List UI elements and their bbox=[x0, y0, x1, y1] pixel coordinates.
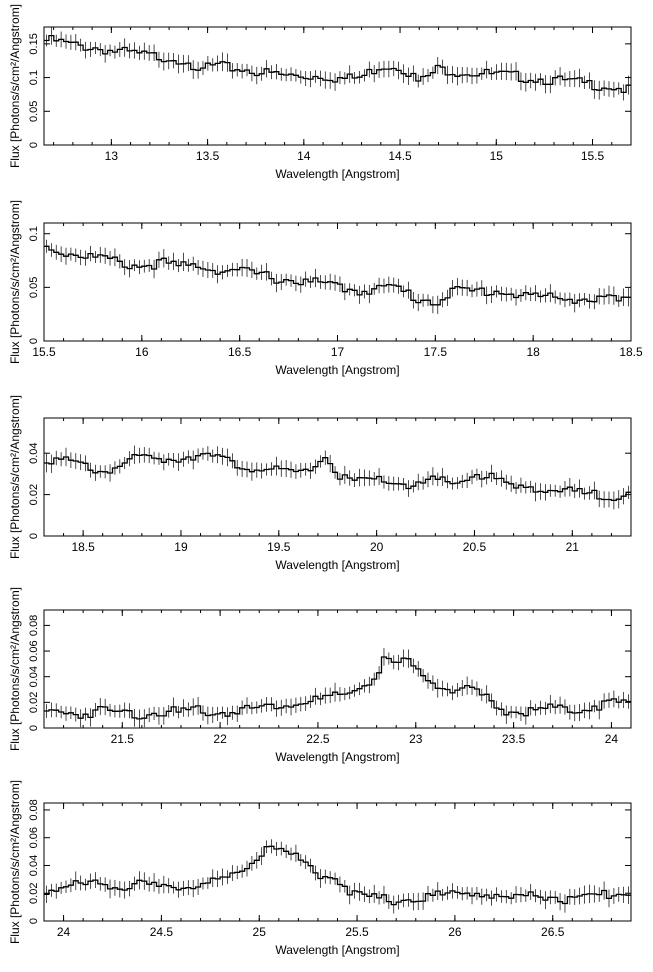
y-axis-label: Flux [Photons/s/cm²/Angstrom] bbox=[8, 395, 22, 559]
flux-series-line bbox=[44, 34, 631, 94]
y-tick-label: 0.02 bbox=[28, 692, 40, 713]
x-tick-label: 13.5 bbox=[196, 149, 220, 163]
x-tick-label: 24.5 bbox=[150, 925, 174, 939]
panel-2: 15.5 16 16.5 17 17.5 18 18.5 0 0.05 0.1 Wavelength… bbox=[8, 200, 643, 377]
y-tick-label: 0 bbox=[28, 918, 40, 924]
x-tick-label: 19 bbox=[174, 540, 188, 554]
flux-series-line bbox=[44, 452, 631, 502]
y-tick-label: 0.04 bbox=[28, 666, 40, 687]
x-tick-label: 15.5 bbox=[581, 149, 605, 163]
x-tick-label: 25 bbox=[253, 925, 267, 939]
x-axis-label: Wavelength [Angstrom] bbox=[275, 363, 399, 377]
panel-1: 13 13.5 14 14.5 15 15.5 0 0.05 0.1 0.15 Wavelength… bbox=[8, 4, 632, 181]
y-tick-label: 0.04 bbox=[28, 442, 40, 463]
y-tick-label: 0.1 bbox=[28, 70, 40, 85]
panel-5: 24 24.5 25 25.5 26 26.5 0 0.02 0.04 0.06 0.08 Wavel… bbox=[8, 780, 632, 957]
y-tick-label: 0 bbox=[28, 142, 40, 148]
y-axis-label: Flux [Photons/s/cm²/Angstrom] bbox=[8, 780, 22, 944]
x-tick-label: 25.5 bbox=[345, 925, 369, 939]
y-tick-label: 0 bbox=[28, 725, 40, 731]
y-tick-label: 0.15 bbox=[28, 33, 40, 54]
x-axis-label: Wavelength [Angstrom] bbox=[275, 558, 399, 572]
x-tick-label: 21 bbox=[566, 540, 580, 554]
x-tick-label: 24 bbox=[57, 925, 71, 939]
y-tick-label: 0.02 bbox=[28, 484, 40, 505]
y-tick-label: 0.08 bbox=[28, 799, 40, 820]
y-tick-label: 0.05 bbox=[28, 101, 40, 122]
y-tick-label: 0.05 bbox=[28, 277, 40, 298]
plot-frame bbox=[43, 26, 632, 146]
plot-frame bbox=[43, 802, 632, 922]
x-tick-label: 14 bbox=[297, 149, 311, 163]
x-tick-label: 18.5 bbox=[71, 540, 95, 554]
x-tick-label: 18 bbox=[526, 345, 540, 359]
x-tick-label: 13 bbox=[105, 149, 119, 163]
x-axis-label: Wavelength [Angstrom] bbox=[275, 167, 399, 181]
y-tick-label: 0.08 bbox=[28, 615, 40, 636]
x-tick-label: 21.5 bbox=[111, 732, 135, 746]
y-axis-label: Flux [Photons/s/cm²/Angstrom] bbox=[8, 587, 22, 751]
y-tick-label: 0.1 bbox=[28, 226, 40, 241]
x-tick-label: 24 bbox=[605, 732, 619, 746]
plot-frame bbox=[43, 222, 632, 342]
flux-series-line bbox=[44, 245, 631, 306]
x-tick-label: 16 bbox=[135, 345, 149, 359]
x-tick-label: 15.5 bbox=[32, 345, 56, 359]
panel-3: 18.5 19 19.5 20 20.5 21 0 0.02 0.04 Wavelength [A… bbox=[8, 395, 632, 572]
x-axis-label: Wavelength [Angstrom] bbox=[275, 943, 399, 957]
x-tick-label: 20.5 bbox=[463, 540, 487, 554]
x-tick-label: 15 bbox=[490, 149, 504, 163]
y-axis-label: Flux [Photons/s/cm²/Angstrom] bbox=[8, 200, 22, 364]
y-tick-label: 0.06 bbox=[28, 827, 40, 848]
y-tick-label: 0.02 bbox=[28, 883, 40, 904]
y-axis-label: Flux [Photons/s/cm²/Angstrom] bbox=[8, 4, 22, 168]
x-tick-label: 22.5 bbox=[306, 732, 330, 746]
x-tick-label: 26.5 bbox=[541, 925, 565, 939]
x-tick-label: 17 bbox=[331, 345, 345, 359]
x-tick-label: 23 bbox=[409, 732, 423, 746]
panel-4: 21.5 22 22.5 23 23.5 24 0 0.02 0.04 0.06 0.08 Wavel… bbox=[8, 587, 632, 764]
y-tick-label: 0 bbox=[28, 533, 40, 539]
x-tick-label: 18.5 bbox=[619, 345, 643, 359]
x-tick-label: 22 bbox=[213, 732, 227, 746]
flux-series-line bbox=[44, 845, 631, 906]
x-axis-label: Wavelength [Angstrom] bbox=[275, 750, 399, 764]
x-tick-label: 20 bbox=[370, 540, 384, 554]
x-tick-label: 16.5 bbox=[228, 345, 252, 359]
x-tick-label: 26 bbox=[448, 925, 462, 939]
y-tick-label: 0 bbox=[28, 338, 40, 344]
x-tick-label: 23.5 bbox=[502, 732, 526, 746]
y-tick-label: 0.06 bbox=[28, 640, 40, 661]
x-tick-label: 17.5 bbox=[424, 345, 448, 359]
x-tick-label: 19.5 bbox=[267, 540, 291, 554]
y-tick-label: 0.04 bbox=[28, 855, 40, 876]
flux-series-line bbox=[44, 656, 631, 720]
x-tick-label: 14.5 bbox=[388, 149, 412, 163]
